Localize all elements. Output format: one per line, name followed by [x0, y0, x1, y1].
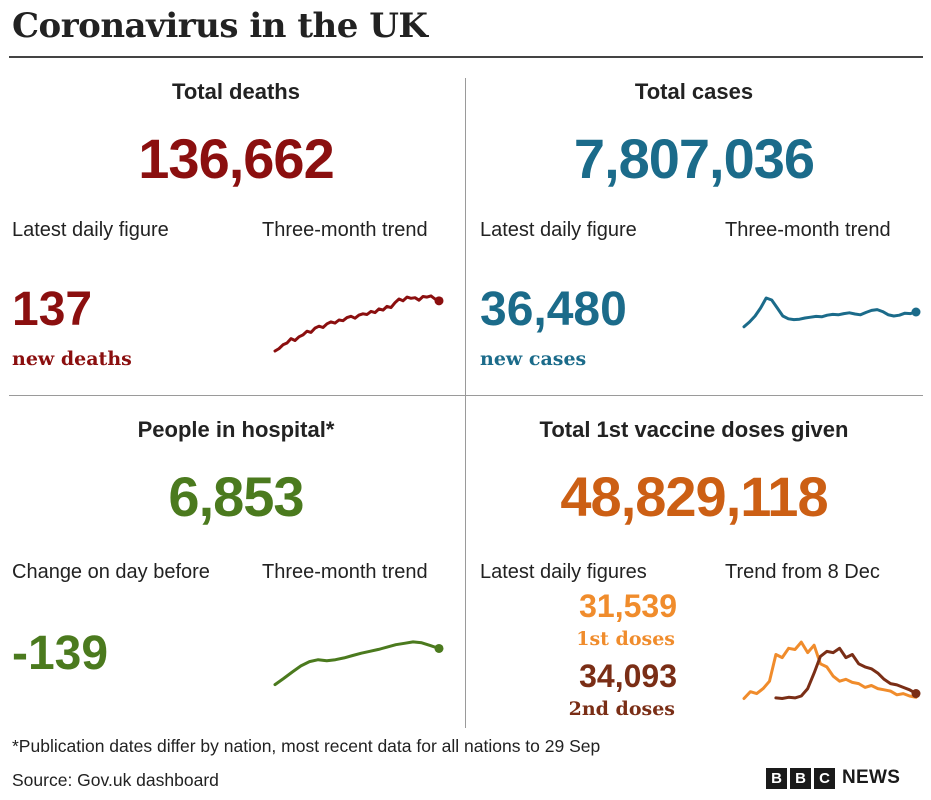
logo-letter-b1: B [766, 767, 787, 789]
hospital-trend-line [273, 640, 441, 687]
footnote: *Publication dates differ by nation, mos… [12, 736, 601, 756]
cases-trend-label: Three-month trend [725, 219, 891, 241]
cases-latest-label: Latest daily figure [480, 219, 637, 241]
hospital-trend-label: Three-month trend [262, 561, 428, 583]
hospital-heading: People in hospital* [137, 417, 335, 442]
hospital-trend-end-dot [434, 643, 444, 653]
deaths-latest-value: 137 [12, 283, 93, 336]
horizontal-divider [9, 395, 923, 396]
vertical-divider [465, 78, 466, 728]
first-doses-trend-line [742, 640, 918, 700]
cases-heading: Total cases [634, 79, 754, 104]
deaths-trend-sparkline [273, 294, 444, 353]
deaths-latest-unit: new deaths [12, 348, 132, 370]
vaccine-trend-sparkline [742, 640, 921, 700]
cases-trend-end-dot [911, 307, 921, 317]
deaths-total: 136,662 [138, 127, 334, 190]
cases-latest-unit: new cases [480, 348, 587, 370]
logo-word: NEWS [842, 767, 901, 788]
second-doses-end-dot [911, 689, 921, 699]
deaths-trend-line [273, 294, 441, 353]
deaths-trend-end-dot [434, 296, 444, 306]
first-doses-unit: 1st doses [576, 628, 675, 650]
vaccine-latest-label: Latest daily figures [480, 561, 647, 583]
hospital-latest-value: -139 [12, 627, 109, 680]
cases-trend-line [742, 296, 918, 329]
vaccine-trend-label: Trend from 8 Dec [725, 561, 880, 583]
hospital-latest-label: Change on day before [12, 561, 210, 583]
bbc-news-logo: B B C NEWS [766, 767, 900, 789]
cases-latest-value: 36,480 [480, 283, 627, 336]
second-doses-trend-line [774, 646, 918, 700]
deaths-latest-label: Latest daily figure [12, 219, 169, 241]
title-rule [9, 56, 923, 58]
second-doses-value: 34,093 [579, 658, 677, 694]
vaccine-total: 48,829,118 [560, 465, 828, 528]
cases-total: 7,807,036 [573, 127, 815, 190]
hospital-total: 6,853 [168, 465, 304, 528]
deaths-heading: Total deaths [172, 79, 300, 104]
vaccine-heading: Total 1st vaccine doses given [539, 417, 849, 442]
cases-trend-sparkline [742, 296, 921, 329]
hospital-trend-sparkline [273, 640, 444, 687]
logo-letter-b2: B [790, 767, 811, 789]
deaths-trend-label: Three-month trend [262, 219, 428, 241]
logo-letter-c: C [814, 767, 835, 789]
second-doses-unit: 2nd doses [568, 698, 675, 720]
source-note: Source: Gov.uk dashboard [12, 770, 219, 790]
first-doses-value: 31,539 [579, 588, 677, 624]
page-title: Coronavirus in the UK [12, 6, 428, 46]
